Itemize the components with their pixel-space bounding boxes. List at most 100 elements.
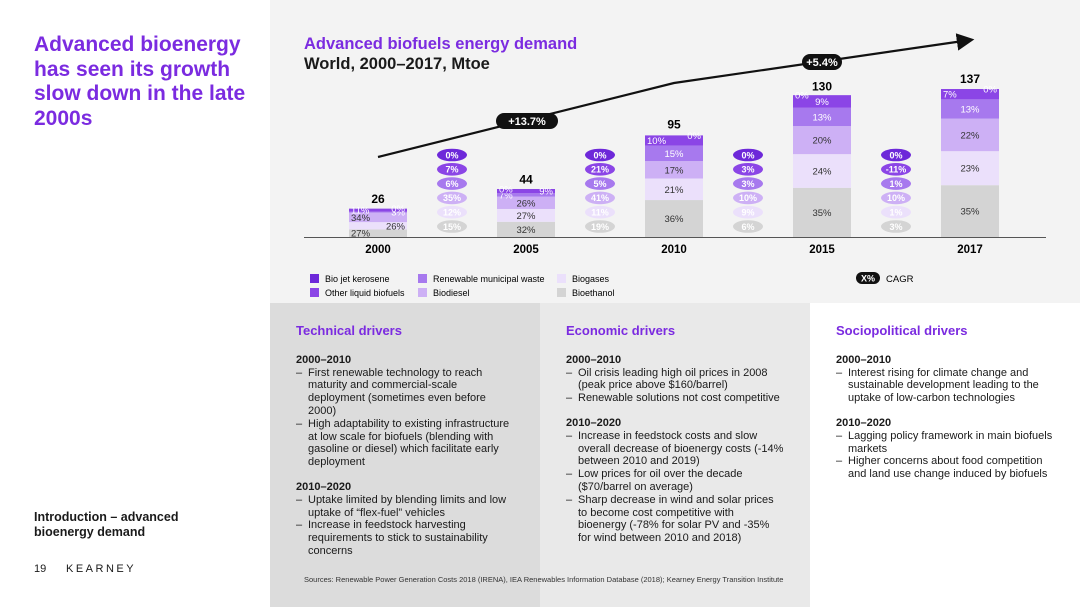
cagr-bubble [437,177,467,190]
panel-title: Sociopolitical drivers [836,323,968,338]
cagr-label: 10% [887,193,905,203]
segment-label: 11% [351,206,370,217]
segment-label: 27% [516,211,536,222]
legend-cagr-label: CAGR [886,274,914,285]
cagr-label: 3% [741,179,754,189]
cagr-bubble [881,163,911,176]
period: 2010–2020 [296,480,352,493]
bullet: Renewable solutions not cost competitive [566,392,784,405]
cagr-label: 9% [741,208,754,218]
bullet: Uptake limited by blending limits and lo… [296,494,514,520]
segment-label: 13% [960,104,980,115]
segment-label: 0% [391,204,405,215]
legend-swatch [418,288,427,297]
bar-segment [941,99,999,119]
cagr-bubble [437,148,467,162]
cagr-bubble [585,177,615,190]
legend-label: Bioethanol [572,288,615,298]
panel: Economic drivers 2000–2010Oil crisis lead… [540,303,810,607]
bullet: Interest rising for climate change and s… [836,367,1054,405]
chart-subtitle: World, 2000–2017, Mtoe [304,55,490,73]
cagr-bubble [585,205,615,219]
bar-segment [349,212,407,223]
panel-section: 2000–2010Oil crisis leading high oil pri… [566,354,784,405]
bar-segment [645,200,703,237]
period: 2000–2010 [566,353,622,366]
sources: Sources: Renewable Power Generation Cost… [304,575,784,584]
segment-label: 0% [499,184,513,195]
segment-label: 9% [539,187,553,198]
bar-segment [941,118,999,152]
panel-title: Economic drivers [566,323,676,338]
bullet: Low prices for oil over the decade ($70/… [566,468,784,494]
panel-section: 2010–2020Increase in feedstock costs and… [566,417,784,545]
bullet: High adaptability to existing infrastruc… [296,418,514,469]
cagr-bubble [733,205,763,219]
cagr-bubble [881,205,911,219]
legend-label: Renewable municipal waste [433,274,545,284]
segment-label: 32% [516,225,536,236]
segment-label: 0% [983,85,997,96]
cagr-bubble [733,220,763,233]
cagr-bubble [733,191,763,205]
bar-segment [497,221,555,237]
cagr-bubble [437,191,467,205]
bar-segment [349,211,407,213]
period: 2000–2010 [836,353,892,366]
cagr-bubble [437,205,467,219]
x-tick-label: 2015 [809,244,835,256]
bar-segment [793,95,851,108]
cagr-bubble [733,177,763,190]
cagr-bubble [437,220,467,233]
bar-segment [497,188,555,194]
cagr-bubble [881,177,911,190]
cagr-label: 3% [741,165,754,175]
cagr-bubble [881,191,911,205]
chart-title: Advanced biofuels energy demand [304,35,577,53]
panel: Sociopolitical drivers 2000–2010Interest … [810,303,1080,607]
legend-swatch [557,288,566,297]
bar-segment [793,107,851,127]
cagr-label: 21% [591,165,609,175]
total-cagr-label: +13.7% [508,116,546,128]
legend-swatch [310,288,319,297]
trend-arrow [377,33,975,159]
segment-label: 35% [960,207,980,218]
legend-swatch [557,274,566,283]
total-cagr-label: +5.4% [806,57,838,69]
cagr-label: 11% [591,208,609,218]
segment-label: 26% [516,198,536,209]
cagr-label: 0% [889,150,902,160]
segment-label: 22% [960,130,980,141]
total-label: 26 [371,192,385,206]
bullet: First renewable technology to reach matu… [296,367,514,418]
total-label: 130 [812,80,832,94]
segment-label: 21% [664,185,684,196]
cagr-label: 35% [443,193,461,203]
cagr-label: -11% [886,165,907,175]
brand: KEARNEY [66,563,137,575]
legend-swatch [310,274,319,283]
legend-cagr-symbol-text: X% [861,274,875,284]
bar-segment [793,154,851,188]
cagr-label: 0% [445,150,458,160]
legend-label: Other liquid biofuels [325,288,405,298]
headline: Advanced bioenergy has seen its growth s… [34,33,246,130]
bar-segment [349,222,407,230]
segment-label: 23% [960,164,980,175]
panel-section: 2000–2010First renewable technology to r… [296,354,514,469]
cagr-bubble [585,163,615,176]
cagr-label: 15% [443,222,461,232]
bullet: Lagging policy framework in main biofuel… [836,430,1054,456]
cagr-bubble [733,163,763,176]
x-tick-label: 2005 [513,244,539,256]
cagr-label: 6% [741,222,754,232]
total-cagr-tag [496,113,558,129]
total-label: 44 [519,172,533,186]
bar-segment [645,135,703,146]
cagr-label: 3% [889,222,902,232]
bar-segment [497,196,555,209]
cagr-label: 0% [593,150,606,160]
total-label: 137 [960,72,980,86]
